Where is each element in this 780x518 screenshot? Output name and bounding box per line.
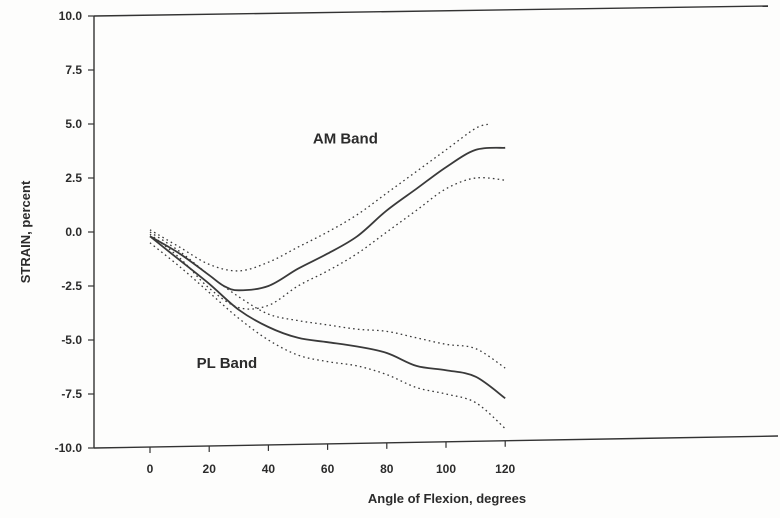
x-tick-label: 100: [436, 462, 456, 476]
y-tick-label: 0.0: [65, 225, 82, 239]
top-border-line: [93, 5, 769, 17]
confidence-line-4: [149, 231, 506, 369]
x-tick-label: 0: [147, 462, 154, 476]
annotation-layer: AM Band PL Band: [197, 130, 378, 372]
y-axis-title: STRAIN, percent: [18, 180, 33, 283]
x-tick-label: 60: [321, 462, 335, 476]
x-ticks: 0 20 40 60 80 100 120: [147, 440, 516, 476]
x-tick-label: 20: [203, 462, 217, 476]
y-tick-label: 5.0: [65, 117, 82, 131]
x-axis-title: Angle of Flexion, degrees: [368, 491, 526, 506]
y-tick-label: 10.0: [59, 9, 83, 23]
x-tick-label: 120: [495, 462, 515, 476]
confidence-line-1: [149, 123, 491, 272]
y-tick-label: 2.5: [65, 171, 82, 185]
confidence-line-2: [149, 177, 506, 310]
y-tick-label: -2.5: [61, 279, 82, 293]
confidence-line-5: [149, 242, 506, 430]
y-tick-label: -5.0: [61, 333, 82, 347]
y-tick-label: -10.0: [55, 441, 83, 455]
y-tick-label: 7.5: [65, 63, 82, 77]
y-ticks: -10.0 -7.5 -5.0 -2.5 0.0 2.5 5.0 7.5 10.0: [55, 9, 94, 455]
x-tick-label: 40: [262, 462, 276, 476]
mean-line-0: [149, 146, 506, 292]
band-label: PL Band: [197, 355, 258, 372]
x-tick-label: 80: [380, 462, 394, 476]
x-axis-line: [93, 435, 779, 449]
band-label: AM Band: [313, 130, 378, 147]
axes: -10.0 -7.5 -5.0 -2.5 0.0 2.5 5.0 7.5 10.0 0 20 40 6…: [55, 5, 779, 476]
y-tick-label: -7.5: [61, 387, 82, 401]
mean-line-3: [149, 235, 506, 400]
series-layer: [149, 123, 506, 430]
